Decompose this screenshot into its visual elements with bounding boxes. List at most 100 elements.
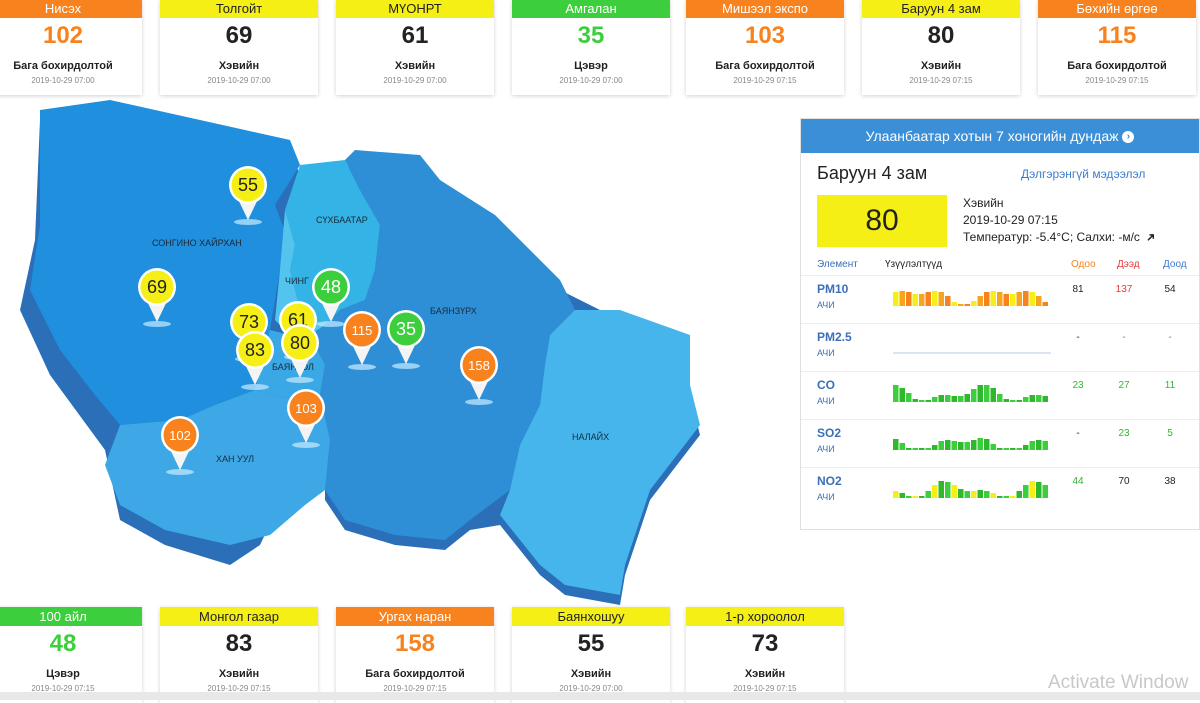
station-card-aqi: 48 (49, 630, 77, 657)
pollutant-now: 23 (1072, 380, 1084, 391)
weekly-average-header[interactable]: Улаанбаатар хотын 7 хоногийн дундаж › (801, 119, 1199, 153)
station-card-time: 2019-10-29 07:15 (383, 684, 447, 693)
aqi-map-marker-value: 102 (169, 428, 191, 443)
pollutant-now: 81 (1072, 284, 1084, 295)
aqi-map-marker[interactable]: 48 (312, 268, 350, 327)
station-card[interactable]: Бөхийн өргөө 115 Бага бохирдолтой 2019-10-2… (1038, 0, 1196, 95)
station-card-name: Амгалан (512, 0, 670, 18)
station-card-name: Баянхошуу (512, 607, 670, 626)
aqi-map-marker[interactable]: 115 (343, 311, 381, 370)
district-sukhbaatar[interactable] (285, 160, 380, 325)
column-indicators: Үзүүлэлтүүд (885, 259, 943, 270)
station-card-time: 2019-10-29 07:15 (733, 684, 797, 693)
station-name: Баруун 4 зам (817, 163, 928, 183)
station-card-name: 1-р хороолол (686, 607, 844, 626)
station-card[interactable]: Баянхошуу 55 Хэвийн 2019-10-29 07:00 (512, 607, 670, 703)
aqi-map-marker[interactable]: 69 (138, 268, 176, 327)
station-card[interactable]: Амгалан 35 Цэвэр 2019-10-29 07:00 (512, 0, 670, 95)
station-card-aqi: 55 (577, 630, 605, 657)
station-card[interactable]: 100 айл 48 Цэвэр 2019-10-29 07:15 (0, 607, 142, 703)
pollutant-sparkline (893, 291, 1048, 306)
station-card-time: 2019-10-29 07:00 (207, 76, 271, 85)
station-card-status: Хэвийн (570, 668, 612, 680)
station-card-status: Хэвийн (218, 60, 260, 72)
pollutant-min: 54 (1164, 284, 1176, 295)
aqi-map-marker[interactable]: 83 (236, 331, 274, 390)
station-card-status: Хэвийн (920, 60, 962, 72)
station-card-aqi: 69 (225, 22, 253, 49)
pollutant-sparkline (893, 438, 1048, 450)
aqi-status: Хэвийн (963, 196, 1004, 210)
aqi-map-marker[interactable]: 55 (229, 166, 267, 225)
aqi-map-marker[interactable]: 35 (387, 310, 425, 369)
aqi-map-marker-value: 73 (239, 312, 259, 332)
station-card-time: 2019-10-29 07:00 (31, 76, 95, 85)
aqi-map-marker-value: 83 (245, 340, 265, 360)
station-card-name: Ургах наран (336, 607, 494, 626)
station-card-aqi: 103 (744, 22, 786, 49)
station-card-aqi: 35 (577, 22, 605, 49)
pollutant-now: - (1076, 428, 1080, 439)
station-card-name: Бөхийн өргөө (1038, 0, 1196, 18)
station-card-name: Баруун 4 зам (862, 0, 1020, 18)
station-card-aqi: 158 (394, 630, 436, 657)
aqi-map-marker-value: 69 (147, 277, 167, 297)
station-card-time: 2019-10-29 07:15 (207, 684, 271, 693)
district-nalaikh[interactable] (500, 310, 700, 595)
pollutant-name: PM10 (817, 282, 849, 296)
station-card-status: Бага бохирдолтой (1067, 60, 1167, 72)
station-card-aqi: 80 (927, 22, 955, 49)
station-card-status: Хэвийн (744, 668, 786, 680)
station-card-name: МҮОНРТ (336, 0, 494, 18)
pollutant-sparkline (893, 352, 1051, 354)
station-card-time: 2019-10-29 07:15 (1085, 76, 1149, 85)
pollutant-sparkline (893, 385, 1048, 402)
station-card-name: Толгойт (160, 0, 318, 18)
district-label: НАЛАЙХ (572, 431, 609, 442)
column-now: Одоо (1071, 259, 1096, 270)
station-card-aqi: 73 (751, 630, 779, 657)
station-card[interactable]: Монгол газар 83 Хэвийн 2019-10-29 07:15 (160, 607, 318, 703)
aqi-map-marker[interactable]: 80 (281, 324, 319, 383)
aqi-map-marker[interactable]: 102 (161, 416, 199, 475)
district-label: ХАН УУЛ (216, 454, 254, 464)
pollutant-max: 137 (1115, 284, 1133, 295)
station-card-aqi: 115 (1097, 22, 1137, 49)
station-card-aqi: 102 (42, 22, 84, 49)
station-card-status: Хэвийн (218, 668, 260, 680)
pollutant-row: PM10 АЧИ 81 137 54 (801, 275, 1199, 324)
aqi-map-marker-value: 115 (352, 323, 373, 338)
district-khan-uul[interactable] (105, 390, 330, 545)
pollutant-sparkline (893, 481, 1048, 498)
bottom-scrollbar[interactable] (0, 692, 1200, 700)
aqi-map-marker[interactable]: 158 (460, 346, 498, 405)
aqi-map-marker[interactable]: 103 (287, 389, 325, 448)
district-chingeltei[interactable] (275, 210, 325, 335)
pollutant-name: CO (817, 378, 835, 392)
station-card-status: Цэвэр (574, 60, 608, 72)
city-map[interactable]: СОНГИНО ХАЙРХАН СҮХБААТАР ЧИНГ БАЯНЗҮРХ … (0, 95, 800, 605)
district-bayanzurkh[interactable] (310, 150, 575, 540)
district-label: СҮХБААТАР (316, 215, 368, 225)
pollutant-max: 27 (1118, 380, 1130, 391)
station-card[interactable]: Толгойт 69 Хэвийн 2019-10-29 07:00 (160, 0, 318, 95)
pollutant-min: 38 (1164, 476, 1176, 487)
details-link[interactable]: Дэлгэрэнгүй мэдээлэл (1021, 167, 1146, 181)
station-card[interactable]: Нисэх 102 Бага бохирдолтой 2019-10-29 07:00 (0, 0, 142, 95)
wind-direction-icon: ➜ (1142, 228, 1160, 246)
station-card-time: 2019-10-29 07:15 (31, 684, 95, 693)
measurement-time: 2019-10-29 07:15 (963, 213, 1058, 227)
station-card-time: 2019-10-29 07:00 (559, 684, 623, 693)
weather-text: Температур: -5.4°C; Салхи: -м/с (963, 230, 1140, 244)
pollutant-max: - (1122, 332, 1126, 343)
station-card[interactable]: Мишээл экспо 103 Бага бохирдолтой 2019-10-2… (686, 0, 844, 95)
station-card[interactable]: Ургах наран 158 Бага бохирдолтой 2019-10-29… (336, 607, 494, 703)
station-card[interactable]: Баруун 4 зам 80 Хэвийн 2019-10-29 07:15 (862, 0, 1020, 95)
pollutant-row: SO2 АЧИ - 23 5 (801, 419, 1199, 468)
station-card[interactable]: 1-р хороолол 73 Хэвийн 2019-10-29 07:15 (686, 607, 844, 703)
station-detail-panel: Улаанбаатар хотын 7 хоногийн дундаж › Бар… (800, 118, 1200, 530)
station-card[interactable]: МҮОНРТ 61 Хэвийн 2019-10-29 07:00 (336, 0, 494, 95)
district-label: БАЯНГОЛ (272, 362, 314, 372)
station-card-time: 2019-10-29 07:15 (909, 76, 973, 85)
station-card-aqi: 83 (225, 630, 253, 657)
